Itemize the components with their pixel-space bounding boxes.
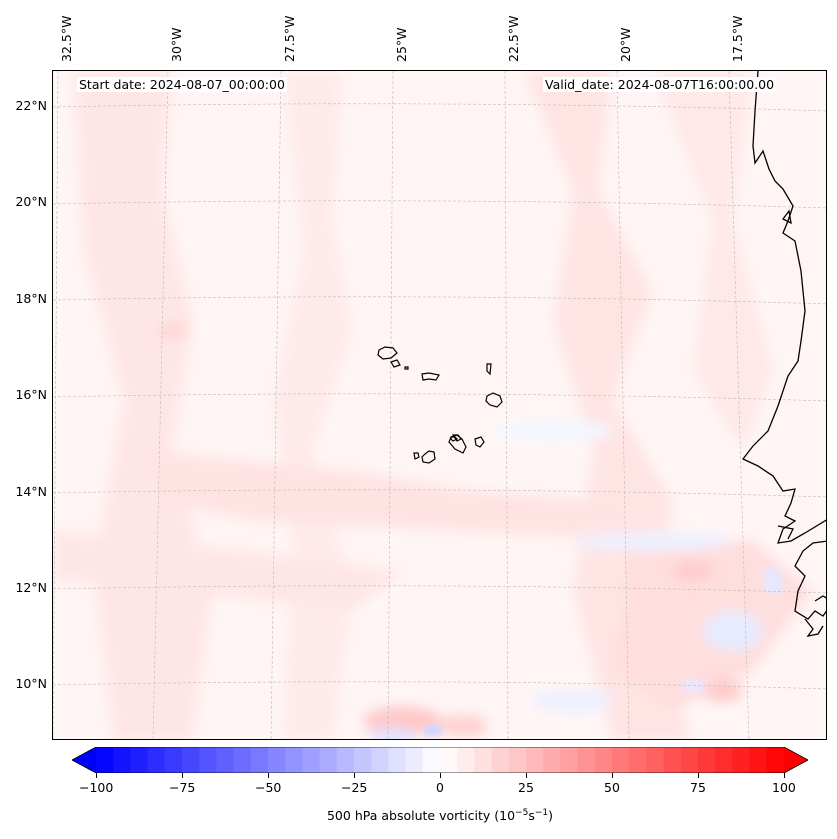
colorbar-tick-label: −50	[255, 780, 282, 795]
colorbar-cell	[302, 747, 321, 773]
colorbar-tick-label: 25	[518, 780, 534, 795]
colorbar-cell	[147, 747, 166, 773]
vorticity-map	[52, 70, 827, 740]
latitude-label: 14°N	[15, 484, 47, 499]
colorbar-cell	[612, 747, 630, 773]
colorbar-tick-mark	[182, 773, 183, 778]
latitude-label: 12°N	[15, 580, 47, 595]
colorbar-tick-mark	[96, 773, 97, 778]
colorbar-cell	[388, 747, 407, 773]
longitude-label: 17.5°W	[730, 15, 745, 62]
colorbar-tick-label: 75	[690, 780, 706, 795]
colorbar-cell	[319, 747, 338, 773]
latitude-label: 18°N	[15, 291, 47, 306]
gridlines	[53, 71, 826, 739]
vorticity-field	[53, 71, 826, 739]
colorbar-cell	[646, 747, 665, 773]
colorbar-label: 500 hPa absolute vorticity (10−5s−1)	[0, 808, 837, 823]
colorbar-tick-label: 100	[772, 780, 796, 795]
colorbar-tick-label: −75	[169, 780, 196, 795]
longitude-label: 27.5°W	[282, 15, 297, 62]
colorbar-cell	[130, 747, 149, 773]
colorbar-cell	[164, 747, 183, 773]
cape-verde-islands	[377, 346, 503, 464]
colorbar-cell	[405, 747, 424, 773]
colorbar-min-extend	[72, 747, 96, 773]
colorbar-label-exp2: −1	[534, 808, 549, 818]
colorbar-cell	[543, 747, 561, 773]
colorbar-tick-label: 50	[604, 780, 620, 795]
coastline	[741, 71, 826, 637]
colorbar-cell	[715, 747, 733, 773]
longitude-label: 32.5°W	[59, 15, 74, 62]
colorbar-cell	[113, 747, 131, 773]
colorbar-tick-mark	[526, 773, 527, 778]
colorbar-cell	[199, 747, 217, 773]
colorbar-tick-label: 0	[436, 780, 444, 795]
colorbar	[72, 747, 808, 773]
longitude-label: 30°W	[169, 27, 184, 62]
colorbar-cell	[594, 747, 613, 773]
colorbar-cell	[285, 747, 303, 773]
colorbar-cell	[268, 747, 286, 773]
latitude-label: 16°N	[15, 387, 47, 402]
colorbar-label-end: )	[548, 808, 553, 824]
colorbar-label-main: 500 hPa absolute vorticity (10	[326, 808, 516, 824]
colorbar-cell	[233, 747, 252, 773]
colorbar-label-exp1: −5	[515, 808, 529, 818]
colorbar-cells	[72, 747, 808, 773]
colorbar-cell	[474, 747, 493, 773]
colorbar-tick-mark	[698, 773, 699, 778]
colorbar-cell	[216, 747, 235, 773]
colorbar-cell	[96, 747, 114, 773]
valid-date-label: Valid_date: 2024-08-07T16:00:00.00	[543, 77, 777, 92]
vorticity-patches	[423, 567, 783, 737]
colorbar-tick-mark	[612, 773, 613, 778]
longitude-label: 25°W	[394, 27, 409, 62]
colorbar-cell	[182, 747, 200, 773]
colorbar-cell	[336, 747, 355, 773]
colorbar-cell	[629, 747, 647, 773]
longitude-label: 20°W	[618, 27, 633, 62]
colorbar-tick-label: −100	[79, 780, 114, 795]
latitude-label: 22°N	[15, 98, 47, 113]
colorbar-tick-label: −25	[341, 780, 368, 795]
latitude-label: 20°N	[15, 194, 47, 209]
longitude-label: 22.5°W	[506, 15, 521, 62]
colorbar-cell	[680, 747, 699, 773]
colorbar-cell	[422, 747, 441, 773]
colorbar-tick-mark	[440, 773, 441, 778]
colorbar-cell	[354, 747, 372, 773]
colorbar-tick-mark	[354, 773, 355, 778]
colorbar-cell	[371, 747, 389, 773]
colorbar-cell	[526, 747, 544, 773]
colorbar-cell	[749, 747, 768, 773]
colorbar-cell	[457, 747, 475, 773]
colorbar-cell	[508, 747, 527, 773]
latitude-label: 10°N	[15, 676, 47, 691]
colorbar-cell	[440, 747, 458, 773]
colorbar-tick-mark	[784, 773, 785, 778]
map-canvas	[53, 71, 826, 739]
colorbar-cell	[732, 747, 751, 773]
colorbar-cell	[491, 747, 510, 773]
colorbar-max-extend	[784, 747, 808, 773]
colorbar-cell	[663, 747, 682, 773]
colorbar-cell	[250, 747, 269, 773]
start-date-label: Start date: 2024-08-07_00:00:00	[77, 77, 287, 92]
colorbar-cell	[560, 747, 579, 773]
colorbar-tick-mark	[268, 773, 269, 778]
colorbar-label-mid: s	[528, 808, 535, 824]
colorbar-cell	[698, 747, 716, 773]
colorbar-cell	[766, 747, 785, 773]
colorbar-cell	[577, 747, 596, 773]
